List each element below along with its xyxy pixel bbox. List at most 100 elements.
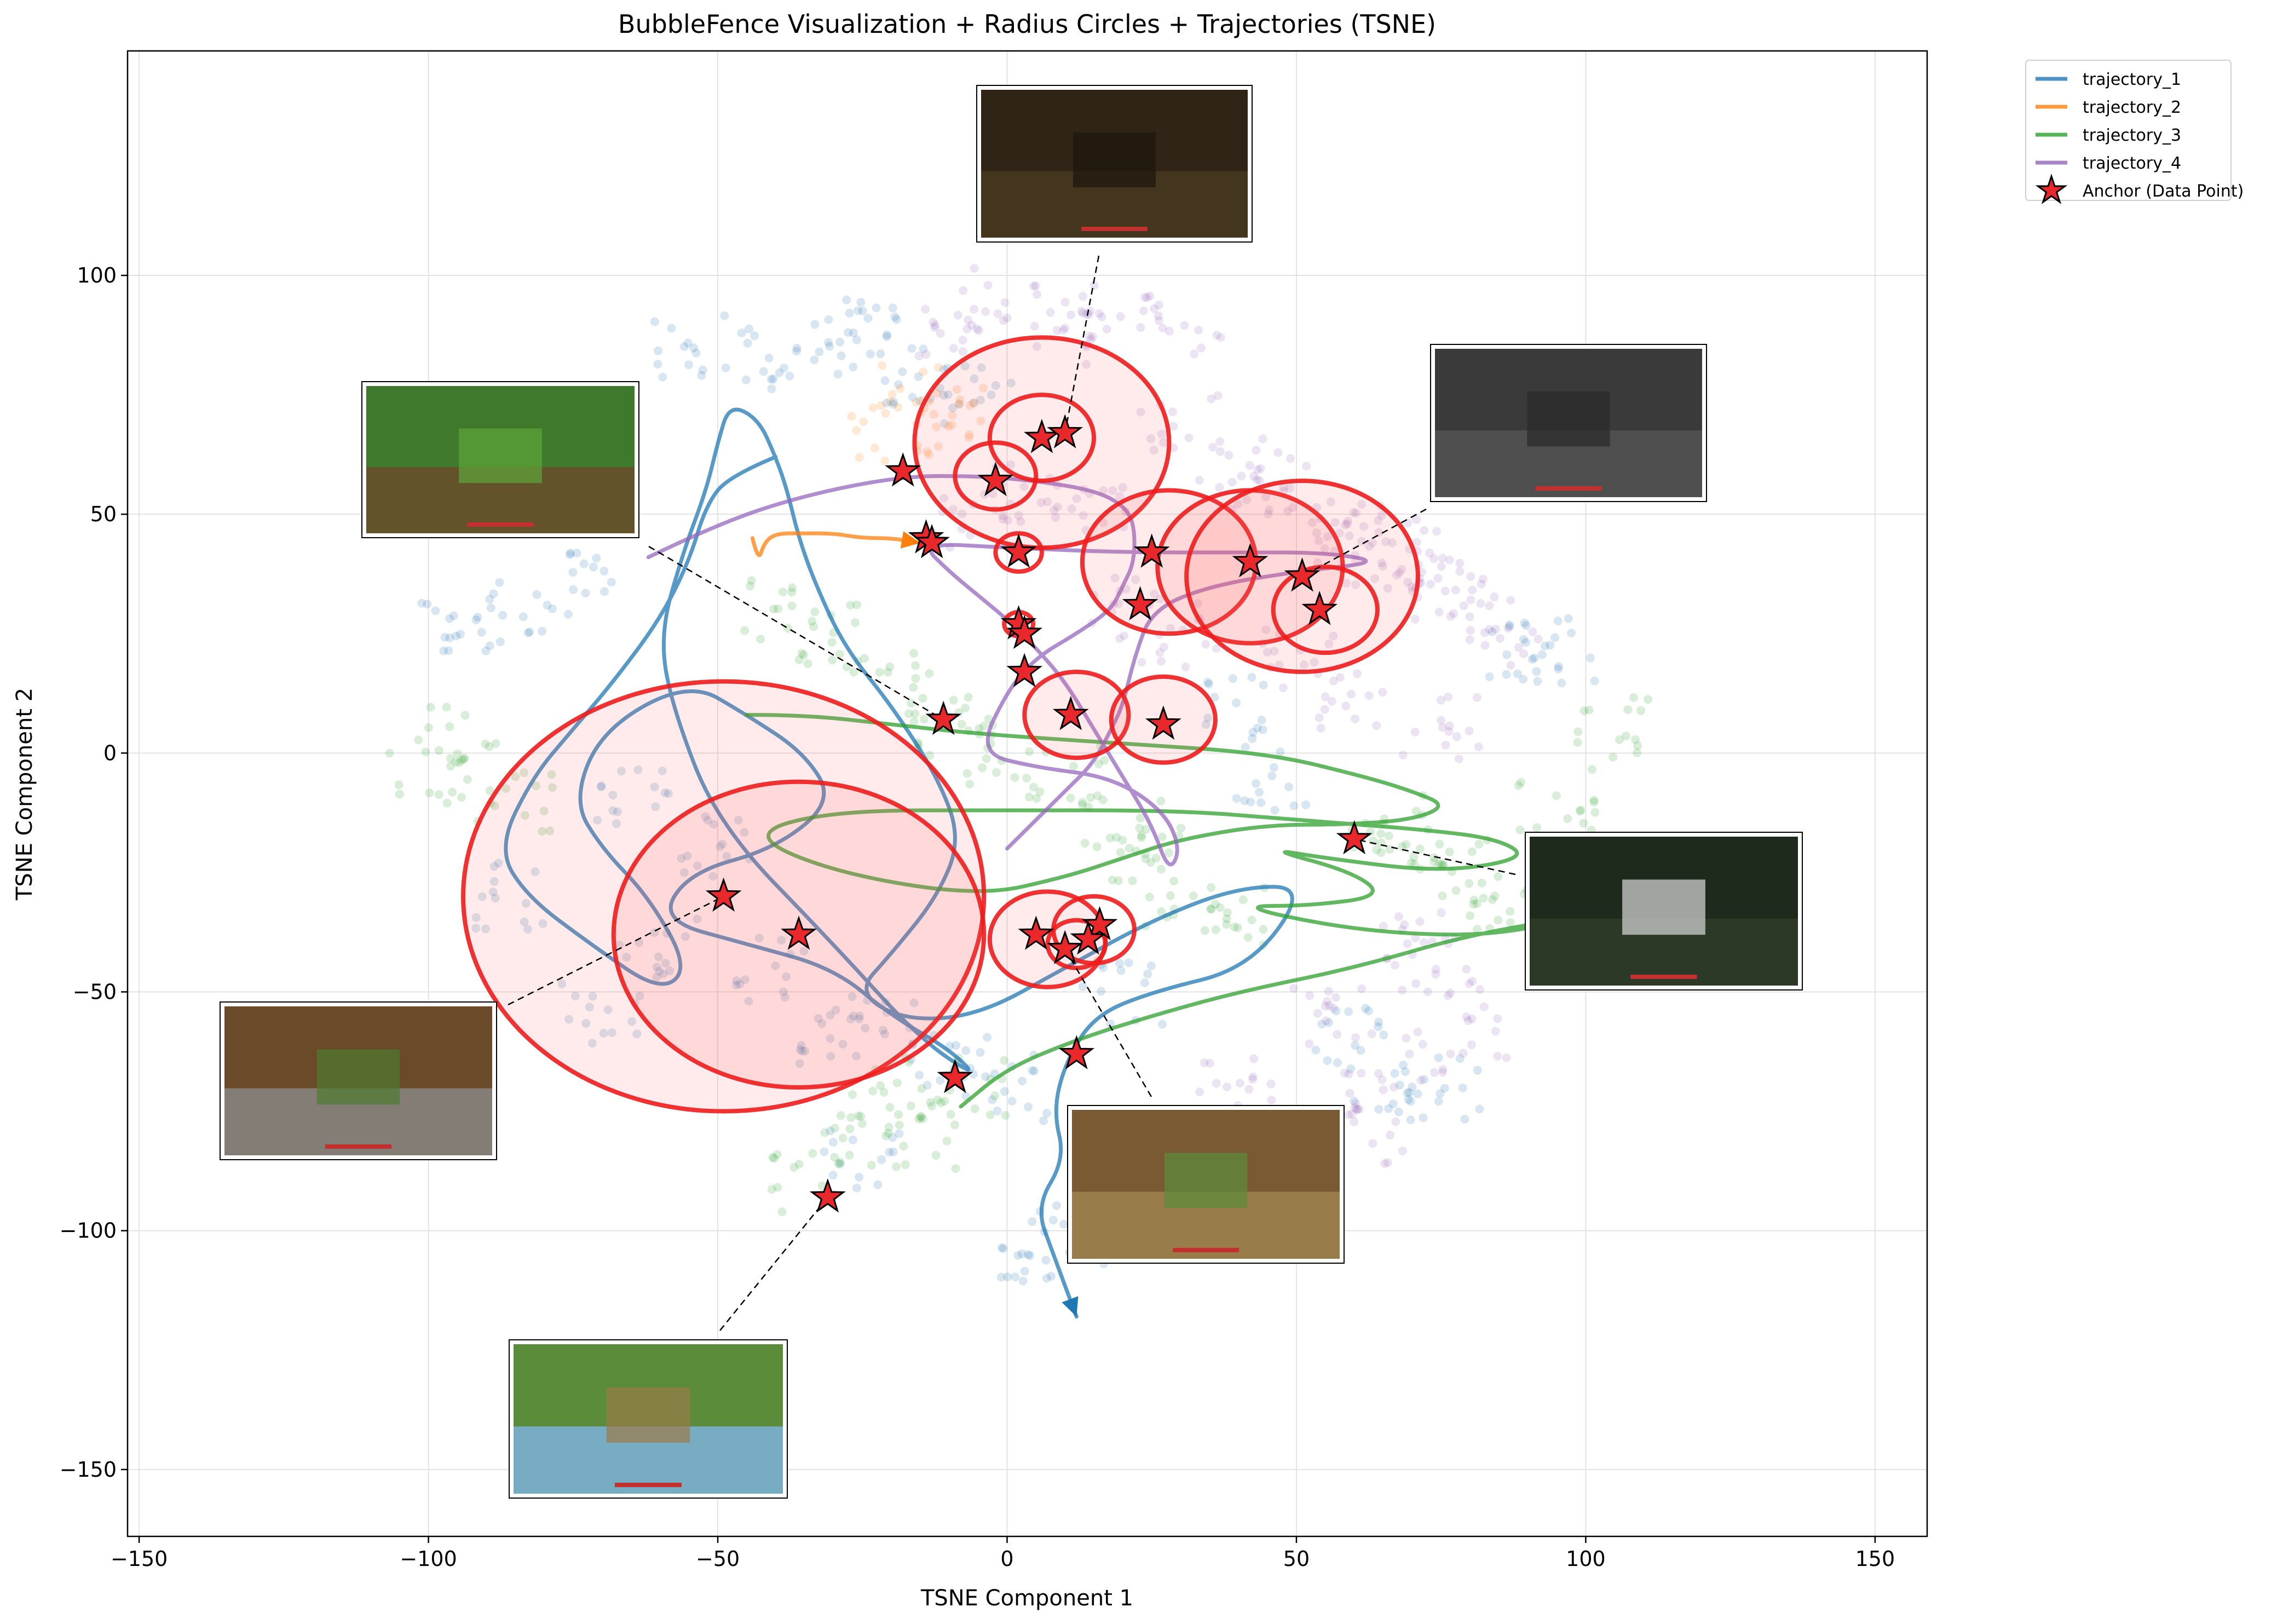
cluster-point	[918, 694, 927, 703]
cluster-point	[442, 798, 452, 808]
cluster-point	[1246, 797, 1255, 807]
cluster-point	[1275, 660, 1284, 670]
cluster-point	[434, 746, 443, 755]
cluster-point	[1491, 624, 1500, 634]
cluster-point	[834, 1159, 843, 1168]
cluster-point	[925, 669, 934, 678]
cluster-point	[1552, 791, 1561, 801]
cluster-point	[1395, 1080, 1404, 1090]
cluster-point	[1099, 963, 1108, 972]
cluster-point	[858, 306, 867, 315]
thumbnail-village	[220, 895, 724, 1160]
cluster-point	[826, 1126, 835, 1136]
cluster-point	[1546, 641, 1555, 650]
cluster-point	[844, 328, 853, 337]
cluster-point	[1380, 1159, 1390, 1168]
cluster-point	[1370, 574, 1380, 583]
cluster-point	[1466, 911, 1475, 920]
cluster-point	[880, 1029, 890, 1039]
cluster-point	[1265, 505, 1274, 515]
cluster-point	[1451, 585, 1460, 595]
cluster-point	[836, 1111, 845, 1120]
cluster-point	[842, 295, 851, 304]
cluster-point	[1082, 309, 1092, 319]
cluster-point	[1050, 505, 1059, 515]
cluster-point	[1515, 825, 1525, 834]
cluster-point	[537, 626, 546, 636]
cluster-point	[919, 367, 928, 377]
cluster-point	[1575, 807, 1584, 816]
cluster-point	[1022, 774, 1031, 783]
cluster-point	[579, 559, 589, 568]
cluster-point	[1397, 565, 1406, 574]
cluster-point	[1115, 634, 1125, 643]
cluster-point	[799, 947, 809, 956]
cluster-point	[1002, 313, 1012, 323]
cluster-point	[1468, 977, 1477, 986]
anchor-star	[885, 452, 921, 487]
cluster-point	[883, 667, 892, 677]
plot-frame	[126, 50, 1928, 1537]
cluster-point	[622, 953, 631, 962]
cluster-point	[485, 641, 494, 650]
cluster-point	[817, 1181, 827, 1190]
cluster-point	[1400, 920, 1409, 929]
cluster-point	[1350, 1103, 1359, 1113]
cluster-point	[446, 754, 456, 763]
cluster-point	[538, 919, 547, 928]
cluster-point	[557, 979, 567, 988]
cluster-point	[1093, 791, 1102, 801]
cluster-point	[732, 976, 741, 986]
anchor-star	[1145, 705, 1181, 740]
cluster-point	[1474, 742, 1483, 751]
cluster-point	[929, 318, 938, 327]
cluster-point	[1085, 331, 1094, 341]
cluster-point	[957, 509, 966, 519]
cluster-point	[837, 351, 846, 360]
cluster-point	[859, 417, 868, 427]
thumbnail-object	[459, 428, 542, 483]
cluster-point	[481, 646, 491, 655]
cluster-point	[909, 683, 918, 692]
cluster-point	[1537, 650, 1547, 659]
cluster-point	[1102, 325, 1111, 334]
cluster-point	[1256, 464, 1265, 473]
cluster-point	[1059, 1219, 1068, 1229]
cluster-point	[880, 456, 890, 465]
cluster-point	[795, 1045, 805, 1054]
cluster-point	[1042, 1109, 1052, 1118]
cluster-point	[884, 1122, 893, 1132]
cluster-point	[1108, 486, 1117, 495]
cluster-point	[525, 627, 534, 637]
cluster-point	[1150, 304, 1159, 313]
cluster-point	[828, 655, 837, 665]
cluster-point	[703, 816, 712, 825]
cluster-point	[1445, 555, 1454, 565]
cluster-point	[1145, 892, 1154, 902]
thumbnail-object	[1527, 391, 1610, 447]
cluster-point	[1434, 607, 1444, 617]
cluster-point	[1395, 568, 1404, 578]
cluster-point	[1006, 460, 1016, 469]
cluster-point	[848, 1090, 857, 1099]
cluster-point	[1166, 891, 1175, 900]
cluster-point	[1256, 798, 1266, 807]
cluster-point	[1086, 793, 1096, 802]
anchor-star	[1047, 930, 1083, 965]
cluster-point	[1284, 782, 1294, 792]
cluster-point	[1410, 727, 1420, 736]
cluster-point	[1446, 612, 1455, 621]
cluster-point	[983, 280, 993, 290]
cluster-point	[740, 626, 750, 635]
cluster-point	[1089, 281, 1099, 290]
cluster-point	[520, 768, 529, 778]
cluster-point	[431, 606, 440, 615]
cluster-point	[1000, 1087, 1009, 1096]
cluster-point	[593, 815, 602, 825]
cluster-point	[1469, 895, 1479, 905]
cluster-point	[977, 363, 986, 372]
cluster-point	[1320, 705, 1329, 714]
cluster-point	[1066, 793, 1075, 803]
cluster-point	[1248, 734, 1257, 743]
cluster-point	[1181, 663, 1190, 672]
